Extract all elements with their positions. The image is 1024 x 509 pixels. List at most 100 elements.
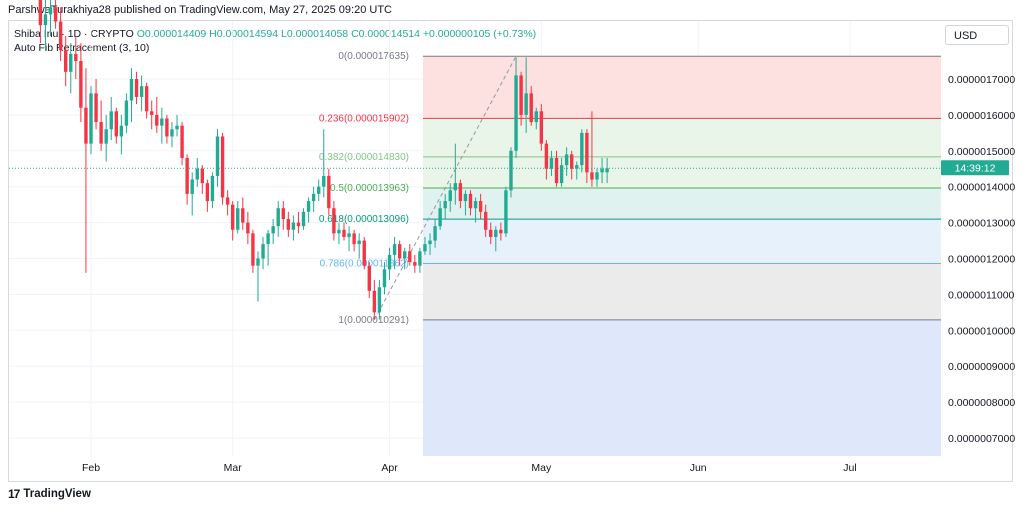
candle-body [144,86,149,112]
ohlc-low: L0.000014058 [280,28,349,40]
candle-body [509,150,513,191]
symbol-legend: Shiba Inu · 1D · CRYPTO O0.000014409 H0.… [14,28,536,40]
candle-body [580,132,584,166]
publisher-header: ParshwaTurakhiya28 published on TradingV… [8,4,392,16]
candle-body [104,129,108,144]
tradingview-brand[interactable]: 17 TradingView [8,487,91,501]
x-tick-label: Jul [843,462,856,474]
candle-body [225,197,230,205]
candle-body [403,251,407,259]
candle-body [342,229,346,237]
candle-body [150,111,154,115]
candle-body [595,172,599,180]
candle-body [453,183,458,191]
fib-label-0.382: 0.382(0.000014830) [319,152,409,163]
candle-body [251,233,255,266]
candle-body [382,269,387,288]
candle-body [241,208,245,223]
candle-body [170,129,174,137]
y-tick-label: 0.0000016000 [948,110,1015,122]
y-tick-label: 0.0000009000 [948,361,1015,373]
candle-body [89,93,93,144]
candle-body [155,114,159,126]
candle-body [554,157,559,184]
candle-body [559,165,564,184]
candle-body [428,240,432,245]
candle-body [570,154,574,169]
candle-body [463,193,468,202]
candle-body [119,125,124,137]
candle-body [448,190,452,202]
y-tick-label: 0.0000013000 [948,218,1015,230]
candle-body [195,168,199,180]
candle-body [524,93,528,115]
candle-body [210,175,215,202]
tradingview-logo-icon: 17 [8,487,20,501]
y-tick-label: 0.0000007000 [948,433,1015,445]
candle-body [281,208,285,220]
candle-body [443,201,447,209]
ohlc-open: O0.000014409 [136,28,207,40]
candle-body [372,290,377,313]
candle-body [408,251,412,263]
candle-body [175,125,179,130]
symbol-name[interactable]: Shiba Inu · 1D · CRYPTO [14,28,134,40]
candle-body [38,0,43,26]
candle-body [590,172,594,180]
candle-body [347,233,351,237]
candle-body [94,93,98,123]
fib-zone-0.786 [423,263,941,320]
candle-body [585,132,589,173]
fib-zone-0.382 [423,156,941,189]
y-tick-label: 0.0000011000 [948,289,1015,301]
y-tick-label: 0.0000012000 [948,254,1015,266]
candle-body [246,222,250,234]
candle-body [337,229,341,234]
countdown-badge [941,160,1009,176]
candle-body [286,219,291,230]
candle-body [190,179,194,194]
candle-body [504,190,508,234]
candle-body [139,86,144,97]
candle-body [311,193,316,202]
candle-body [109,111,113,130]
candle-body [276,208,280,227]
candle-body [549,157,554,169]
candle-body [478,201,483,212]
fib-zone-1 [423,319,941,456]
y-tick-label: 0.0000008000 [948,397,1015,409]
candle-body [58,21,63,51]
candle-body [433,226,437,241]
candle-body [84,107,88,144]
candle-body [180,125,184,158]
candle-body [483,211,488,230]
candle-body [377,287,382,313]
candle-body [261,244,265,259]
countdown-timer: 14:39:12 [955,163,996,175]
candle-body [332,208,336,234]
candle-body [357,240,361,245]
y-tick-label: 0.0000014000 [948,182,1015,194]
candle-body [205,183,210,202]
currency-button[interactable]: USD [945,25,1009,45]
candle-body [387,254,392,270]
candle-body [468,193,473,209]
indicator-legend[interactable]: Auto Fib Retracement (3, 10) [14,42,149,54]
candle-body [114,111,118,137]
candle-body [519,75,523,115]
y-tick-label: 0.0000015000 [948,146,1015,158]
candle-body [160,118,164,126]
fib-zone-0.5 [423,188,941,220]
candle-body [79,61,83,108]
publisher-text: ParshwaTurakhiya28 published on TradingV… [8,4,392,16]
candle-body [48,7,53,15]
candle-body [438,208,442,227]
chart-frame [8,20,1013,482]
candle-body [256,258,260,266]
ohlc-change: +0.000000105 (+0.73%) [422,28,537,40]
candle-body [514,75,518,151]
brand-name: TradingView [23,488,91,500]
candle-body [322,175,326,187]
candle-body [134,79,139,97]
